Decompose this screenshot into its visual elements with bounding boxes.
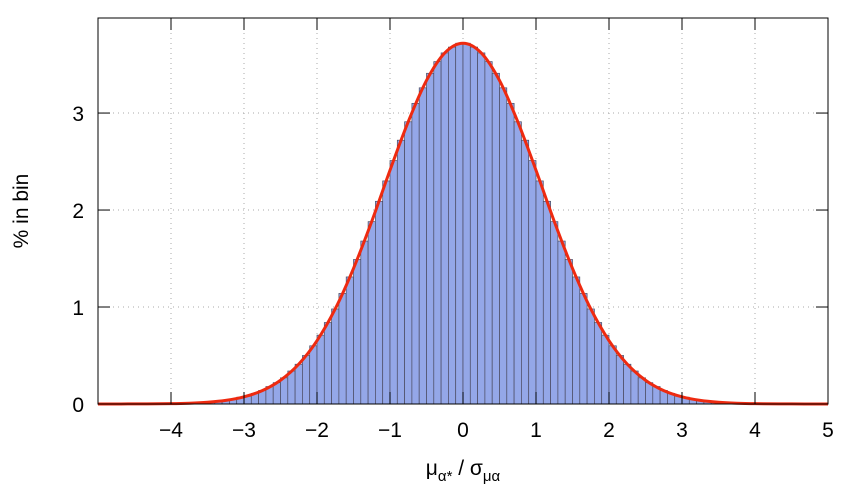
bar — [323, 322, 332, 405]
bar — [382, 180, 391, 405]
x-tick-label: −4 — [159, 419, 183, 442]
bar — [521, 139, 530, 405]
bar — [396, 139, 405, 405]
y-tick-label: 2 — [72, 200, 84, 223]
bar — [477, 52, 486, 405]
x-label-part: α* — [438, 468, 453, 485]
x-tick-label: 4 — [749, 419, 761, 442]
x-tick-label: −3 — [232, 419, 256, 442]
bar — [433, 61, 442, 405]
bar — [338, 293, 347, 405]
bar — [572, 276, 581, 405]
y-tick-label: 3 — [72, 103, 84, 126]
bar — [418, 87, 427, 405]
bar — [331, 308, 340, 405]
bar — [309, 345, 318, 405]
y-tick-label: 1 — [72, 297, 84, 320]
bar — [528, 160, 537, 405]
bar — [440, 52, 449, 405]
bar — [623, 363, 632, 405]
bar — [375, 200, 384, 405]
bar — [302, 355, 311, 405]
x-tick-label: −2 — [305, 419, 329, 442]
bar — [448, 46, 457, 405]
bar — [469, 46, 478, 405]
bar — [564, 259, 573, 405]
bar — [287, 370, 296, 405]
x-tick-label: 0 — [457, 419, 469, 442]
bar — [353, 259, 362, 405]
bar — [462, 42, 471, 405]
bar — [506, 102, 515, 405]
bar — [404, 121, 413, 405]
bar — [557, 240, 566, 405]
x-axis-label: μα* / σμα — [426, 457, 501, 485]
x-tick-label: −1 — [378, 419, 402, 442]
bar — [360, 240, 369, 405]
bar — [535, 180, 544, 405]
bar — [367, 221, 376, 405]
bar — [637, 377, 646, 405]
bar — [280, 377, 289, 405]
bar — [615, 355, 624, 405]
bar — [601, 334, 610, 405]
x-label-part: / σ — [452, 457, 483, 480]
x-tick-label: 1 — [530, 419, 542, 442]
bar — [594, 322, 603, 405]
bar — [586, 308, 595, 405]
bar — [630, 370, 639, 405]
bar — [455, 42, 464, 405]
bar — [491, 72, 500, 405]
x-label-part: μα — [483, 468, 501, 485]
x-tick-label: 5 — [822, 419, 834, 442]
bar — [550, 221, 559, 405]
bar — [542, 200, 551, 405]
bar — [513, 121, 522, 405]
bar — [499, 87, 508, 405]
x-label-part: μ — [426, 457, 438, 480]
bar — [579, 293, 588, 405]
y-tick-label: 0 — [72, 394, 84, 417]
bar — [426, 72, 435, 405]
bar — [484, 61, 493, 405]
bar — [389, 160, 398, 405]
bar — [345, 276, 354, 405]
y-axis-label: % in bin — [10, 174, 33, 249]
x-tick-label: 3 — [676, 419, 688, 442]
bar — [608, 345, 617, 405]
x-tick-label: 2 — [603, 419, 615, 442]
bar — [294, 363, 303, 405]
bar — [411, 102, 420, 405]
bar — [316, 334, 325, 405]
